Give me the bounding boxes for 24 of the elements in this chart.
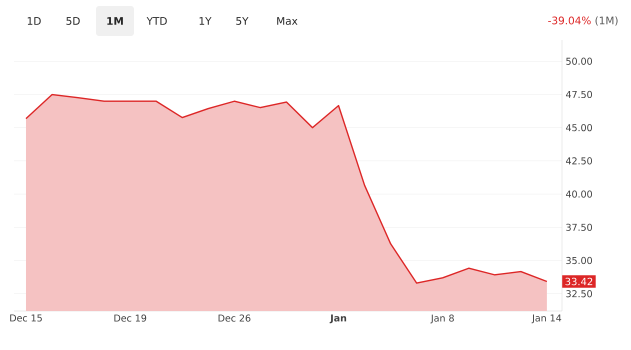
x-tick-label: Dec 19 xyxy=(114,314,146,322)
y-tick-label: 45.00 xyxy=(566,124,592,132)
x-tick-label: Jan 14 xyxy=(532,314,562,324)
y-tick-label: 50.00 xyxy=(566,58,592,65)
y-tick-label: 42.50 xyxy=(566,157,592,164)
text: 1M xyxy=(107,17,123,25)
text: YTD xyxy=(146,17,167,25)
x-tick-label: Dec 26 xyxy=(218,314,250,322)
x-tick-label: Jan xyxy=(330,314,346,324)
text: 5Y xyxy=(236,17,249,25)
y-tick-label: 35.00 xyxy=(566,256,592,264)
y-tick-label: 40.00 xyxy=(566,190,592,198)
text: 1D xyxy=(28,17,41,25)
y-tick-label: 32.50 xyxy=(566,290,592,298)
text: 5D xyxy=(66,17,80,25)
text: -39.04% xyxy=(548,16,591,24)
x-tick-label: Dec 15 xyxy=(10,314,42,322)
x-tick-label: Jan 8 xyxy=(430,314,454,324)
annotation: 33.42 xyxy=(565,278,592,286)
text: (1M) xyxy=(596,16,618,26)
y-tick-label: 47.50 xyxy=(566,90,592,98)
text: Max xyxy=(277,17,298,25)
text: 1Y xyxy=(200,17,212,25)
y-tick-label: 37.50 xyxy=(566,224,592,231)
